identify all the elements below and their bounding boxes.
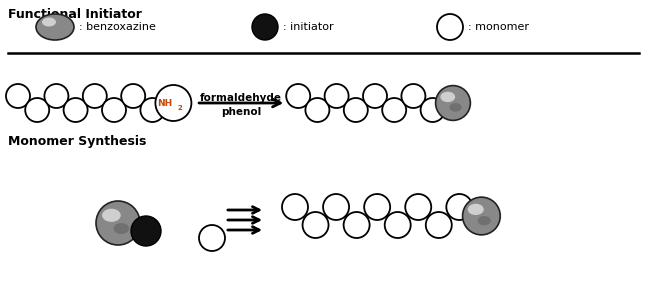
Circle shape — [344, 98, 367, 122]
Circle shape — [199, 225, 225, 251]
Circle shape — [102, 98, 126, 122]
Circle shape — [446, 194, 472, 220]
Circle shape — [25, 98, 49, 122]
Circle shape — [286, 84, 310, 108]
Circle shape — [131, 216, 161, 246]
Ellipse shape — [477, 216, 491, 225]
Circle shape — [344, 212, 369, 238]
Text: Functional Initiator: Functional Initiator — [8, 8, 142, 21]
Circle shape — [463, 197, 500, 235]
Circle shape — [426, 212, 452, 238]
Circle shape — [6, 84, 30, 108]
Circle shape — [364, 194, 390, 220]
Text: : benzoxazine: : benzoxazine — [79, 22, 156, 32]
Ellipse shape — [42, 18, 56, 27]
Circle shape — [435, 86, 470, 120]
Circle shape — [382, 98, 406, 122]
Circle shape — [401, 84, 425, 108]
Circle shape — [83, 84, 107, 108]
Circle shape — [385, 212, 411, 238]
Text: : monomer: : monomer — [468, 22, 529, 32]
Ellipse shape — [441, 92, 455, 102]
Text: 2: 2 — [177, 105, 182, 111]
Text: phenol: phenol — [221, 107, 261, 117]
Circle shape — [325, 84, 349, 108]
Text: NH: NH — [157, 99, 172, 108]
Circle shape — [63, 98, 87, 122]
Circle shape — [421, 98, 444, 122]
Circle shape — [282, 194, 308, 220]
Circle shape — [121, 84, 145, 108]
Circle shape — [45, 84, 69, 108]
Circle shape — [140, 98, 164, 122]
Circle shape — [323, 194, 349, 220]
Ellipse shape — [102, 209, 121, 222]
Circle shape — [305, 98, 329, 122]
Circle shape — [96, 201, 140, 245]
Circle shape — [437, 14, 463, 40]
Circle shape — [363, 84, 387, 108]
Circle shape — [155, 85, 192, 121]
Ellipse shape — [450, 103, 462, 112]
Ellipse shape — [468, 204, 484, 215]
Ellipse shape — [114, 223, 129, 234]
Ellipse shape — [36, 14, 74, 40]
Circle shape — [405, 194, 432, 220]
Circle shape — [252, 14, 278, 40]
Circle shape — [303, 212, 329, 238]
Text: Monomer Synthesis: Monomer Synthesis — [8, 135, 146, 148]
Text: formaldehyde: formaldehyde — [200, 93, 282, 103]
Text: : initiator: : initiator — [283, 22, 334, 32]
